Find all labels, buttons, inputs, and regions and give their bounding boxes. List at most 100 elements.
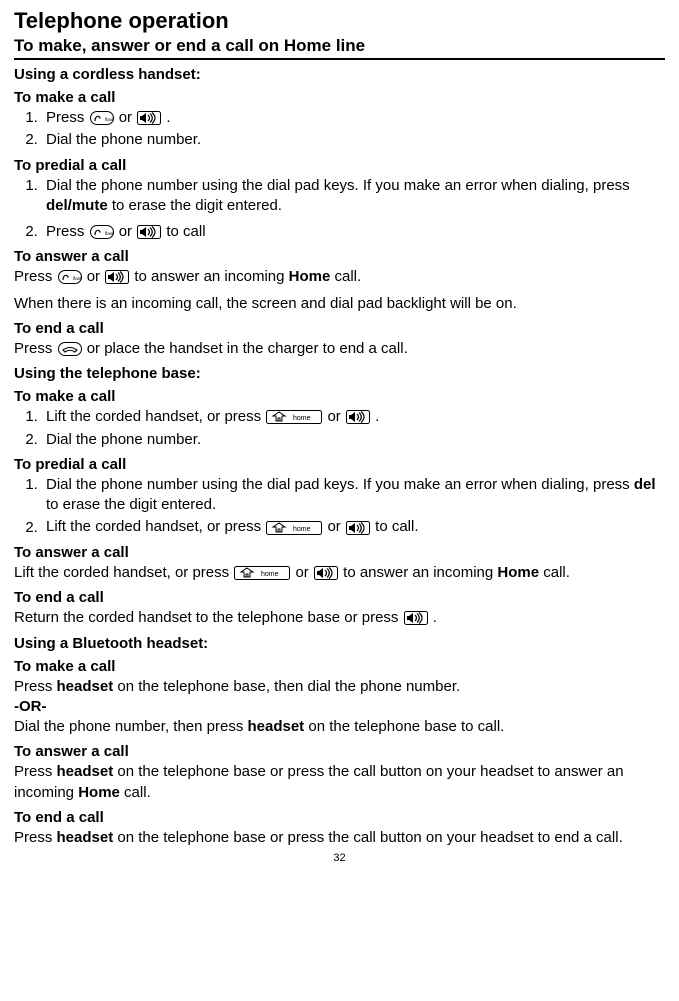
step-text: to call.	[375, 519, 418, 536]
or-divider: -OR-	[14, 697, 665, 717]
text: call.	[539, 564, 570, 581]
flash-key-icon	[90, 222, 114, 242]
paragraph: Dial the phone number, then press headse…	[14, 717, 665, 737]
paragraph: Lift the corded handset, or press or to …	[14, 563, 665, 583]
heading-predial: To predial a call	[14, 157, 665, 174]
home-key-icon	[266, 407, 322, 427]
step-text: or	[327, 519, 345, 536]
paragraph: When there is an incoming call, the scre…	[14, 294, 665, 314]
paragraph: Return the corded handset to the telepho…	[14, 608, 665, 628]
text: or	[295, 564, 313, 581]
flash-key-icon	[90, 108, 114, 128]
heading-make-call: To make a call	[14, 658, 665, 675]
paragraph: Press headset on the telephone base, the…	[14, 677, 665, 697]
paragraph: Press headset on the telephone base or p…	[14, 828, 665, 848]
home-key-icon	[234, 563, 290, 583]
bold-text: headset	[57, 829, 114, 846]
speaker-key-icon	[404, 608, 428, 628]
list-item: Dial the phone number using the dial pad…	[42, 475, 665, 516]
heading-end: To end a call	[14, 320, 665, 337]
speaker-key-icon	[346, 517, 370, 537]
text: Press	[14, 678, 57, 695]
heading-answer: To answer a call	[14, 743, 665, 760]
step-text: Dial the phone number.	[46, 131, 201, 148]
text: Lift the corded handset, or press	[14, 564, 233, 581]
list-item: Dial the phone number.	[42, 130, 665, 150]
step-text: .	[166, 109, 170, 126]
speaker-key-icon	[314, 563, 338, 583]
heading-answer: To answer a call	[14, 248, 665, 265]
list-item: Press or .	[42, 108, 665, 128]
heading-end: To end a call	[14, 809, 665, 826]
text: Press	[14, 829, 57, 846]
text: .	[433, 609, 437, 626]
paragraph: Press or place the handset in the charge…	[14, 339, 665, 359]
list-item: Press or to call	[42, 222, 665, 242]
bold-text: Home	[497, 564, 539, 581]
step-text: Press	[46, 109, 89, 126]
text: on the telephone base or press the call …	[113, 829, 623, 846]
speaker-key-icon	[346, 407, 370, 427]
text: Press	[14, 763, 57, 780]
heading-make-call: To make a call	[14, 388, 665, 405]
page-number: 32	[14, 852, 665, 864]
text: on the telephone base, then dial the pho…	[113, 678, 460, 695]
step-text: to erase the digit entered.	[108, 197, 282, 214]
speaker-key-icon	[105, 267, 129, 287]
speaker-key-icon	[137, 108, 161, 128]
text: to answer an incoming	[343, 564, 497, 581]
text: Press	[14, 269, 57, 286]
step-text: to erase the digit entered.	[46, 496, 216, 513]
page-subtitle: To make, answer or end a call on Home li…	[14, 36, 665, 60]
step-text: Dial the phone number using the dial pad…	[46, 476, 634, 493]
step-text: or	[119, 109, 137, 126]
step-text: Dial the phone number.	[46, 431, 201, 448]
step-text: Dial the phone number using the dial pad…	[46, 177, 630, 194]
steps-cordless-predial: Dial the phone number using the dial pad…	[14, 176, 665, 243]
step-text: Lift the corded handset, or press	[46, 519, 265, 536]
home-key-icon	[266, 517, 322, 537]
section-heading-base: Using the telephone base:	[14, 365, 665, 382]
text: Dial the phone number, then press	[14, 718, 247, 735]
list-item: Lift the corded handset, or press or .	[42, 407, 665, 427]
bold-text: headset	[57, 678, 114, 695]
steps-base-predial: Dial the phone number using the dial pad…	[14, 475, 665, 538]
flash-key-icon	[58, 267, 82, 287]
heading-answer: To answer a call	[14, 544, 665, 561]
step-text: .	[375, 408, 379, 425]
bold-text: del/mute	[46, 197, 108, 214]
text: or	[87, 269, 105, 286]
bold-text: del	[634, 476, 656, 493]
steps-cordless-make: Press or . Dial the phone number.	[14, 108, 665, 151]
step-text: or	[119, 223, 137, 240]
text: call.	[330, 269, 361, 286]
page-title: Telephone operation	[14, 8, 665, 34]
paragraph: Press or to answer an incoming Home call…	[14, 267, 665, 287]
end-key-icon	[58, 339, 82, 359]
steps-base-make: Lift the corded handset, or press or . D…	[14, 407, 665, 450]
list-item: Lift the corded handset, or press or to …	[42, 517, 665, 537]
page-container: Telephone operation To make, answer or e…	[0, 0, 679, 872]
heading-predial: To predial a call	[14, 456, 665, 473]
step-text: or	[327, 408, 345, 425]
text: or place the handset in the charger to e…	[87, 340, 408, 357]
heading-make-call: To make a call	[14, 89, 665, 106]
text: Return the corded handset to the telepho…	[14, 609, 403, 626]
text: call.	[120, 784, 151, 801]
step-text: Lift the corded handset, or press	[46, 408, 265, 425]
text: Press	[14, 340, 57, 357]
section-heading-cordless: Using a cordless handset:	[14, 66, 665, 83]
list-item: Dial the phone number using the dial pad…	[42, 176, 665, 217]
paragraph: Press headset on the telephone base or p…	[14, 762, 665, 803]
bold-text: Home	[289, 269, 331, 286]
text: on the telephone base to call.	[304, 718, 504, 735]
speaker-key-icon	[137, 222, 161, 242]
step-text: to call	[166, 223, 205, 240]
list-item: Dial the phone number.	[42, 430, 665, 450]
bold-text: headset	[247, 718, 304, 735]
text: to answer an incoming	[134, 269, 288, 286]
section-heading-bluetooth: Using a Bluetooth headset:	[14, 635, 665, 652]
bold-text: Home	[78, 784, 120, 801]
bold-text: headset	[57, 763, 114, 780]
step-text: Press	[46, 223, 89, 240]
